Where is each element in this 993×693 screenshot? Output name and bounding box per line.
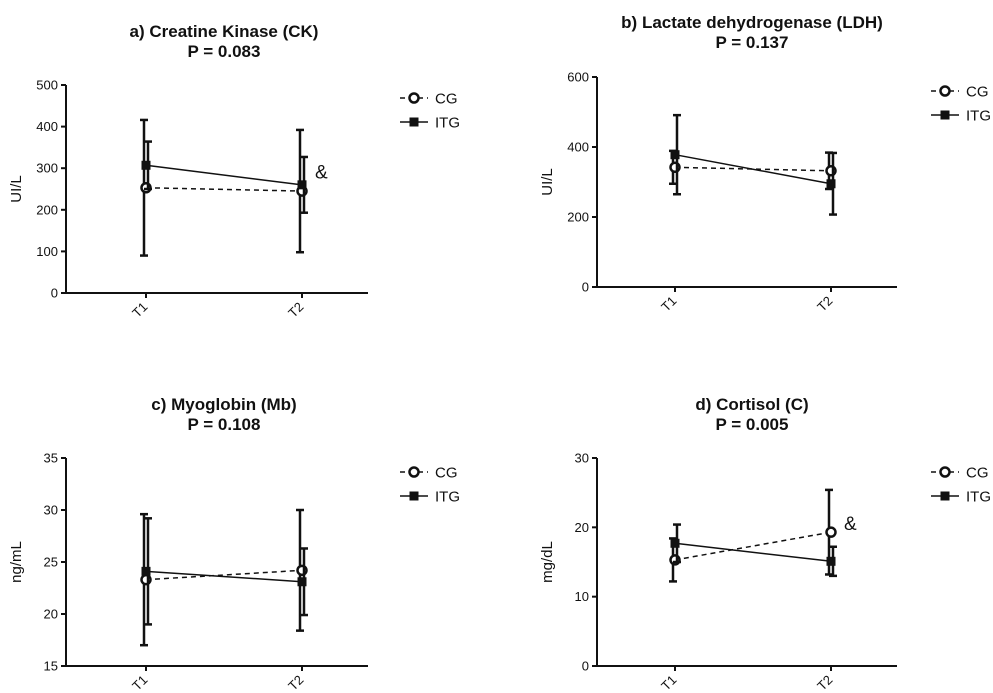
y-tick-label: 400 — [36, 119, 58, 134]
data-point — [670, 538, 680, 548]
data-point — [825, 526, 837, 538]
legend-item-cg: CG — [400, 465, 458, 482]
chart-title: b) Lactate dehydrogenase (LDH) — [621, 13, 883, 32]
legend-marker — [409, 117, 419, 127]
series-itg — [141, 517, 308, 626]
series-line — [674, 153, 832, 185]
y-tick-label: 20 — [44, 607, 58, 622]
x-tick-label: T2 — [285, 672, 306, 693]
series-cg — [669, 149, 837, 191]
data-point — [141, 566, 151, 576]
legend-item-cg: CG — [400, 91, 458, 108]
data-point — [297, 577, 307, 587]
legend-label: ITG — [435, 115, 460, 132]
series-line — [145, 569, 303, 581]
y-tick-label: 300 — [36, 161, 58, 176]
chart-panel-1: a) Creatine Kinase (CK)P = 0.083 0 100 200 3… — [8, 22, 460, 320]
chart-panel-4: d) Cortisol (C)P = 0.005 0 10 20 30 mg/dL T1 T2… — [539, 395, 991, 693]
significance-marker: & — [844, 514, 857, 535]
data-point — [670, 150, 680, 160]
y-axis-label: mg/dL — [539, 541, 556, 583]
series-cg — [140, 508, 308, 647]
x-tick-label: T2 — [285, 299, 306, 320]
series-itg — [670, 113, 837, 216]
series-line — [145, 570, 303, 583]
legend-marker — [409, 491, 419, 501]
series-cg — [140, 118, 308, 257]
y-tick-label: 15 — [44, 659, 58, 674]
legend-marker — [940, 110, 950, 120]
x-tick-label: T1 — [658, 293, 679, 314]
legend-label: CG — [435, 465, 458, 482]
y-tick-label: 30 — [44, 503, 58, 518]
x-tick-label: T1 — [129, 299, 150, 320]
data-point — [141, 160, 151, 170]
legend-item-itg: ITG — [931, 489, 991, 506]
y-tick-label: 200 — [36, 202, 58, 217]
chart-subtitle: P = 0.108 — [188, 415, 261, 434]
y-tick-label: 200 — [567, 210, 589, 225]
y-tick-label: 400 — [567, 140, 589, 155]
chart-panel-2: b) Lactate dehydrogenase (LDH)P = 0.137 0… — [539, 13, 991, 314]
legend-label: ITG — [435, 489, 460, 506]
series-line — [145, 164, 303, 186]
chart-subtitle: P = 0.005 — [716, 415, 789, 434]
chart-title: d) Cortisol (C) — [695, 395, 808, 414]
series-itg — [141, 140, 308, 214]
y-tick-label: 0 — [582, 280, 589, 295]
chart-subtitle: P = 0.137 — [716, 33, 789, 52]
data-point — [826, 556, 836, 566]
y-tick-label: 25 — [44, 555, 58, 570]
legend-marker — [939, 466, 951, 478]
chart-title: a) Creatine Kinase (CK) — [130, 22, 319, 41]
legend-item-itg: ITG — [400, 489, 460, 506]
chart-title: c) Myoglobin (Mb) — [151, 395, 296, 414]
series-line — [674, 166, 832, 172]
y-tick-label: 20 — [575, 520, 589, 535]
y-tick-label: 600 — [567, 70, 589, 85]
series-line — [674, 542, 832, 563]
legend-marker — [408, 92, 420, 104]
legend-label: ITG — [966, 489, 991, 506]
legend-marker — [939, 85, 951, 97]
series-itg — [670, 523, 837, 578]
x-tick-label: T1 — [658, 672, 679, 693]
chart-subtitle: P = 0.083 — [188, 42, 261, 61]
y-axis-label: UI/L — [8, 175, 25, 203]
y-axis-label: UI/L — [539, 168, 556, 196]
y-tick-label: 35 — [44, 451, 58, 466]
y-tick-label: 0 — [582, 659, 589, 674]
legend-item-cg: CG — [931, 465, 989, 482]
legend-marker — [408, 466, 420, 478]
data-point — [826, 179, 836, 189]
x-tick-label: T1 — [129, 672, 150, 693]
x-tick-label: T2 — [814, 672, 835, 693]
legend-label: ITG — [966, 108, 991, 125]
data-point — [297, 180, 307, 190]
y-tick-label: 500 — [36, 78, 58, 93]
y-tick-label: 100 — [36, 244, 58, 259]
legend-item-itg: ITG — [931, 108, 991, 125]
y-axis-label: ng/mL — [8, 541, 25, 583]
x-tick-label: T2 — [814, 293, 835, 314]
significance-marker: & — [315, 162, 328, 183]
legend-label: CG — [966, 465, 989, 482]
y-tick-label: 10 — [575, 589, 589, 604]
chart-panel-3: c) Myoglobin (Mb)P = 0.108 15 20 25 30 35 ng/m… — [8, 395, 460, 693]
series-line — [145, 187, 303, 192]
legend-label: CG — [966, 84, 989, 101]
legend-item-cg: CG — [931, 84, 989, 101]
legend-marker — [940, 491, 950, 501]
y-tick-label: 30 — [575, 451, 589, 466]
y-tick-label: 0 — [51, 286, 58, 301]
series-cg — [669, 488, 837, 583]
legend-item-itg: ITG — [400, 115, 460, 132]
legend-label: CG — [435, 91, 458, 108]
